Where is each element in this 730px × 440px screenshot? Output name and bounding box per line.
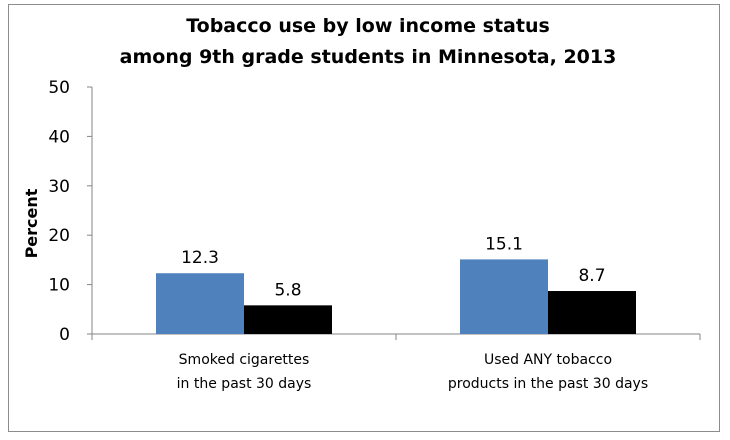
bar: [244, 305, 332, 334]
x-category-label: Used ANY tobacco: [484, 352, 612, 368]
y-tick-label: 40: [48, 127, 70, 147]
bar-data-label: 5.8: [274, 280, 301, 300]
bar: [548, 291, 636, 334]
chart-title-line: Tobacco use by low income status: [186, 15, 550, 37]
bar: [460, 259, 548, 334]
x-category-label: in the past 30 days: [177, 376, 312, 392]
y-axis: 0 10 20 30 40 50 Percent: [22, 78, 93, 345]
y-tick-label: 30: [48, 177, 70, 197]
y-tick-label: 10: [48, 276, 70, 296]
y-axis-label: Percent: [22, 188, 41, 258]
y-tick-label: 20: [48, 226, 70, 246]
chart-frame: [8, 4, 720, 432]
y-tick-label: 0: [59, 325, 70, 345]
bars: [156, 259, 636, 334]
data-labels: 12.3 15.1 5.8 8.7: [181, 234, 605, 300]
x-category-label: products in the past 30 days: [448, 376, 648, 392]
bar-data-label: 12.3: [181, 248, 219, 268]
y-tick-label: 50: [48, 78, 70, 98]
bar-data-label: 15.1: [485, 234, 523, 254]
bar: [156, 273, 244, 334]
x-category-label: Smoked cigarettes: [179, 352, 310, 368]
bar-data-label: 8.7: [578, 266, 605, 286]
chart-title-line: among 9th grade students in Minnesota, 2…: [120, 46, 617, 68]
chart-title: Tobacco use by low income status among 9t…: [120, 15, 617, 68]
x-axis: Smoked cigarettes in the past 30 days Used…: [91, 333, 701, 392]
